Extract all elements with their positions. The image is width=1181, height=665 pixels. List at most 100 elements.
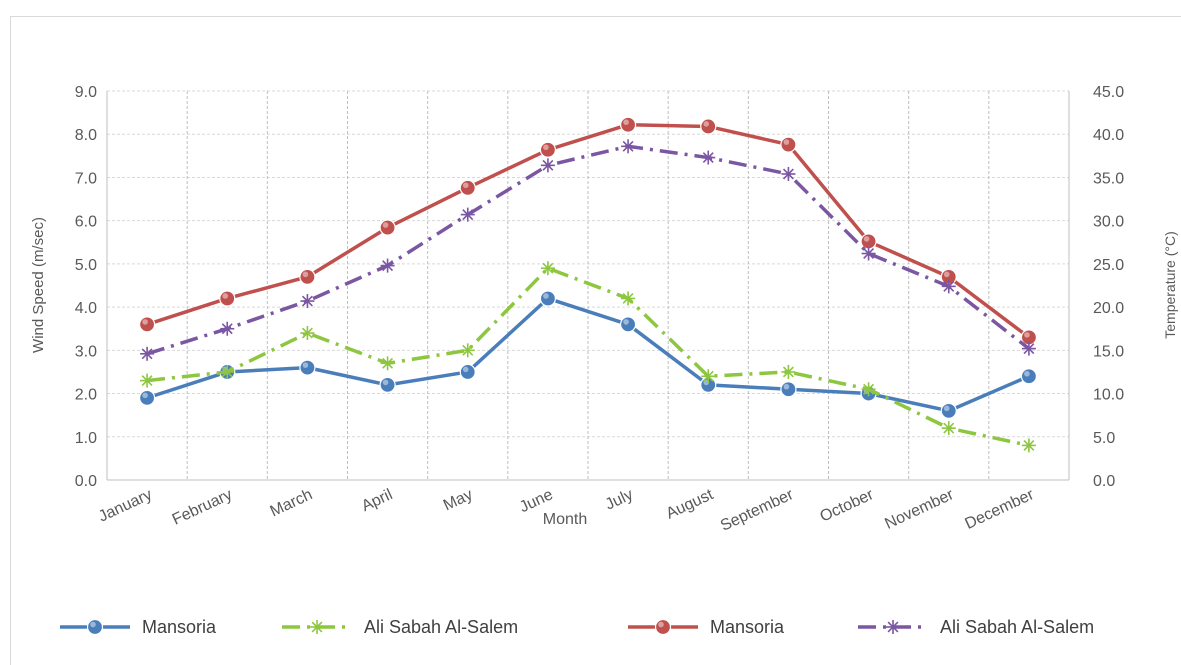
y2-tick-label: 30.0 [1093,214,1124,231]
legend: Mansoria Ali Sabah Al-Salem Mansoria Ali Sa… [60,617,1094,637]
y-tick-label: 4.0 [75,300,97,317]
series-layer [138,116,1038,453]
marker-highlight [1024,370,1030,377]
y2-tick-label: 10.0 [1093,387,1124,404]
data-point [460,207,475,222]
data-point [1021,438,1036,453]
series-4 [140,139,1036,361]
x-tick-label: December [963,486,1038,533]
marker-highlight [543,144,549,151]
y2-axis-title: Temperature (°C) [1162,231,1178,339]
x-tick-label: April [359,486,395,515]
data-point [619,116,637,133]
data-point [310,620,324,634]
data-point [380,258,395,273]
y2-tick-label: 35.0 [1093,170,1124,187]
y2-axis-ticks: 0.0 5.0 10.0 15.0 20.0 25.0 30.0 35.0 40.0 45.0 [1093,84,1124,490]
data-point [701,150,716,165]
data-point [540,261,555,276]
data-point [140,373,155,388]
series-2 [140,261,1036,453]
data-point [459,179,476,196]
legend-label: Ali Sabah Al-Salem [364,617,518,637]
data-point [654,618,672,636]
marker-highlight [142,392,148,399]
data-point [941,421,956,436]
data-point [540,158,555,173]
x-tick-label: January [96,486,155,525]
x-tick-label: March [268,486,315,520]
y2-tick-label: 25.0 [1093,257,1124,274]
marker-highlight [90,621,96,628]
data-point [1020,368,1038,385]
marker-highlight [783,139,790,145]
marker-highlight [382,222,389,228]
marker-highlight [623,319,629,325]
data-point [621,139,636,154]
legend-item: Ali Sabah Al-Salem [858,617,1094,637]
x-axis-title: Month [543,511,587,528]
marker-highlight [783,383,790,390]
data-point [781,166,796,181]
data-point [460,343,475,358]
data-point [300,326,315,341]
marker-highlight [142,319,148,325]
data-point [138,316,156,333]
y2-tick-label: 0.0 [1093,473,1115,490]
data-point [780,381,797,398]
y2-tick-label: 40.0 [1093,127,1124,144]
legend-item: Mansoria [628,617,785,637]
data-point [701,369,716,384]
marker-highlight [222,293,229,299]
data-point [940,402,957,419]
y-tick-label: 5.0 [75,257,97,274]
marker-highlight [1024,332,1030,338]
data-point [941,279,956,294]
marker-highlight [302,362,309,368]
marker-highlight [543,293,549,299]
x-tick-label: November [882,486,957,533]
y-tick-label: 9.0 [75,84,97,101]
data-point [700,118,717,135]
data-point [886,620,900,634]
series-line [146,296,1030,413]
data-point [138,389,156,406]
data-point [780,136,797,153]
y-tick-label: 7.0 [75,170,97,187]
series-line [146,122,1030,339]
marker-highlight [943,405,950,412]
x-tick-label: October [818,486,877,526]
data-point [220,364,235,379]
y-tick-label: 8.0 [75,127,97,144]
marker-highlight [462,366,469,373]
data-point [220,321,235,336]
y-axis-title: Wind Speed (m/sec) [30,217,47,353]
x-tick-label: May [441,486,476,514]
marker-highlight [302,271,309,278]
data-point [380,356,395,371]
data-point [861,246,876,261]
data-point [619,316,637,333]
data-point [621,291,636,306]
y2-tick-label: 45.0 [1093,84,1124,101]
series-3 [138,116,1038,346]
marker-highlight [703,121,710,127]
data-point [539,141,557,158]
y2-tick-label: 20.0 [1093,300,1124,317]
x-tick-label: February [170,486,235,528]
marker-highlight [462,182,469,189]
marker-highlight [658,621,664,628]
data-point [299,268,316,285]
series-1 [138,290,1038,419]
legend-item: Mansoria [60,617,217,637]
data-point [861,382,876,397]
y-axis-ticks: 0.0 1.0 2.0 3.0 4.0 5.0 6.0 7.0 8.0 9.0 [75,84,97,490]
data-point [781,364,796,379]
y-tick-label: 2.0 [75,387,97,404]
data-point [539,290,557,307]
marker-highlight [623,119,629,126]
y-tick-label: 3.0 [75,343,97,360]
x-tick-label: August [664,486,717,523]
marker-highlight [863,236,870,242]
